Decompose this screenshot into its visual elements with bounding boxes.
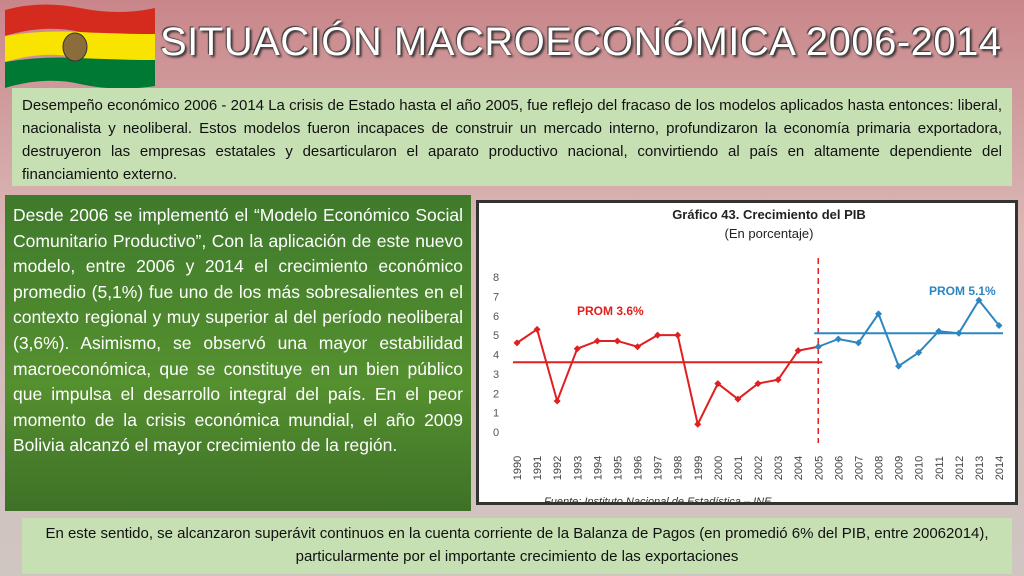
point [674, 331, 682, 339]
x-tick-label: 2007 [853, 456, 865, 480]
y-tick-label: 8 [493, 272, 499, 284]
x-tick-label: 2012 [954, 456, 966, 480]
x-tick-label: 2013 [974, 456, 986, 480]
chart-source: Fuente: Instituto Nacional de Estadístic… [544, 496, 772, 502]
chart-panel: Gráfico 43. Crecimiento del PIB (En porce… [476, 200, 1018, 508]
average-label: PROM 3.6% [577, 304, 644, 318]
chart-subtitle: (En porcentaje) [725, 226, 814, 241]
body-text: Desde 2006 se implementó el “Modelo Econ… [5, 195, 471, 511]
x-tick-label: 1993 [572, 456, 584, 480]
point [774, 376, 782, 384]
point [955, 329, 963, 337]
y-tick-label: 0 [493, 427, 499, 439]
point [634, 343, 641, 351]
y-tick-label: 6 [493, 311, 499, 323]
point [754, 380, 762, 388]
flag [5, 4, 155, 89]
point [654, 331, 662, 339]
y-tick-label: 4 [493, 350, 499, 362]
x-tick-label: 2014 [994, 456, 1006, 480]
x-tick-label: 2002 [753, 456, 765, 480]
point [613, 337, 621, 345]
x-tick-label: 2004 [793, 456, 805, 480]
x-tick-label: 1996 [633, 456, 645, 480]
y-tick-label: 2 [493, 388, 499, 400]
point [714, 380, 722, 388]
chart: Gráfico 43. Crecimiento del PIB (En porce… [493, 207, 1006, 508]
point [814, 343, 822, 351]
point [995, 321, 1003, 329]
chart-title: Gráfico 43. Crecimiento del PIB [672, 207, 866, 222]
point [794, 347, 802, 355]
point [694, 420, 702, 428]
point [895, 362, 903, 370]
point [875, 310, 882, 318]
point [513, 339, 521, 347]
point [553, 397, 561, 405]
y-tick-label: 1 [493, 408, 499, 420]
x-tick-label: 2011 [934, 456, 946, 480]
title: SITUACIÓN MACROECONÓMICA 2006-2014 [160, 20, 1002, 64]
footer-text: En este sentido, se alcanzaron superávit… [22, 518, 1012, 574]
point [734, 395, 742, 403]
x-tick-label: 1998 [673, 456, 685, 480]
point [975, 296, 983, 304]
point [593, 337, 601, 345]
x-tick-label: 1997 [653, 456, 665, 480]
point [834, 335, 842, 343]
x-tick-label: 2003 [773, 456, 785, 480]
x-tick-label: 2005 [813, 456, 825, 480]
y-tick-label: 3 [493, 369, 499, 381]
point [915, 349, 923, 357]
x-tick-label: 2000 [713, 456, 725, 480]
x-tick-label: 2001 [733, 456, 745, 480]
x-tick-label: 1994 [592, 456, 604, 480]
average-label: PROM 5.1% [929, 284, 996, 298]
x-tick-label: 1995 [612, 456, 624, 480]
intro-text: Desempeño económico 2006 - 2014 La crisi… [12, 88, 1012, 186]
x-tick-label: 2010 [914, 456, 926, 480]
point [573, 345, 581, 353]
point [533, 325, 541, 333]
y-tick-label: 7 [493, 291, 499, 303]
x-tick-label: 1992 [552, 456, 564, 480]
x-tick-label: 2006 [833, 456, 845, 480]
x-tick-label: 1991 [532, 456, 544, 480]
x-tick-label: 1999 [693, 456, 705, 480]
series-line [817, 298, 1000, 368]
point [935, 327, 943, 335]
point [854, 339, 862, 347]
x-tick-label: 2008 [874, 456, 886, 480]
y-tick-label: 5 [493, 330, 499, 342]
series-line [516, 327, 819, 428]
x-tick-label: 1990 [512, 456, 524, 480]
x-tick-label: 2009 [894, 456, 906, 480]
